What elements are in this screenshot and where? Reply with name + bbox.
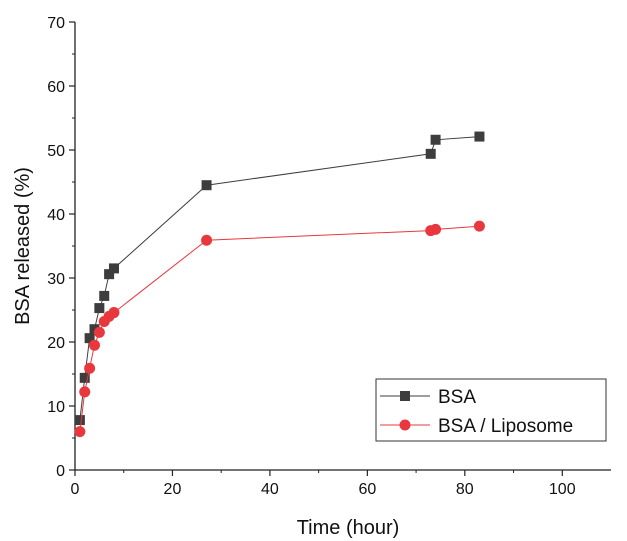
y-tick-label: 60	[47, 79, 65, 96]
y-tick-label: 20	[47, 335, 65, 352]
y-axis-label: BSA released (%)	[12, 167, 34, 325]
data-point	[425, 148, 436, 159]
x-tick-label: 80	[456, 481, 474, 498]
data-point	[79, 372, 90, 383]
legend-label-bsa: BSA	[438, 387, 476, 408]
y-tick-label: 50	[47, 143, 65, 160]
data-point	[430, 134, 441, 145]
data-point	[84, 362, 96, 374]
x-axis-ticks: 0 20 40 60 80 100	[71, 470, 576, 498]
data-point	[99, 290, 110, 301]
data-point	[473, 220, 485, 232]
data-point	[89, 324, 100, 335]
data-point	[93, 326, 105, 338]
y-tick-label: 10	[47, 399, 65, 416]
data-point	[104, 269, 115, 280]
legend-marker-bsa	[400, 391, 410, 401]
y-tick-label: 70	[47, 15, 65, 32]
data-point	[201, 234, 213, 246]
series-line	[79, 136, 480, 421]
data-point	[430, 223, 442, 235]
y-tick-label: 0	[56, 463, 65, 480]
data-point	[74, 415, 85, 426]
y-axis-ticks: 0 10 20 30 40 50 60 70	[47, 15, 75, 480]
data-point	[108, 307, 120, 319]
data-point	[94, 303, 105, 314]
data-point	[79, 386, 91, 398]
data-point	[84, 333, 95, 344]
data-point	[88, 339, 100, 351]
y-tick-label: 40	[47, 207, 65, 224]
legend-marker-liposome	[399, 419, 411, 431]
x-tick-label: 60	[358, 481, 376, 498]
data-point	[108, 263, 119, 274]
x-tick-label: 40	[261, 481, 279, 498]
legend-label-liposome: BSA / Liposome	[438, 416, 573, 437]
data-point	[201, 180, 212, 191]
legend-box	[375, 378, 607, 442]
data-point	[474, 131, 485, 142]
y-tick-label: 30	[47, 271, 65, 288]
legend: BSA BSA / Liposome	[375, 378, 607, 442]
x-tick-label: 100	[549, 481, 576, 498]
x-tick-label: 20	[164, 481, 182, 498]
series-bsa-liposome	[74, 220, 485, 438]
data-point	[74, 426, 86, 438]
series-bsa	[74, 131, 485, 426]
x-axis-label: Time (hour)	[297, 517, 400, 539]
series-layer	[74, 131, 485, 438]
x-tick-label: 0	[71, 481, 80, 498]
